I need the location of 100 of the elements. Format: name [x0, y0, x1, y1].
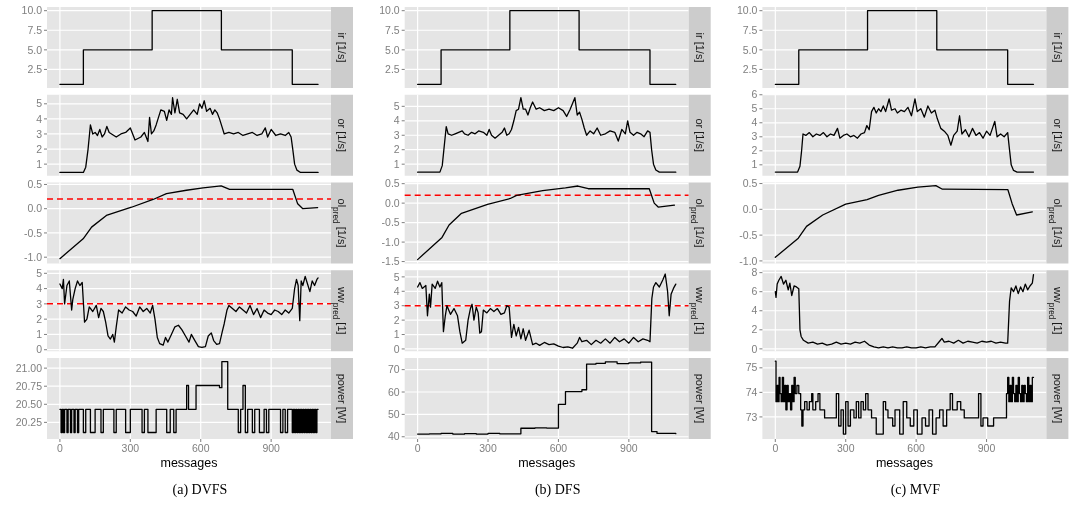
x-tick-label: 300	[479, 442, 497, 454]
y-tick-label: -1.5	[381, 255, 400, 268]
y-tick-label: 10.0	[736, 4, 758, 17]
y-tick-label: 5	[751, 102, 758, 115]
line-series	[774, 184, 1033, 258]
y-tick-label: -1.0	[381, 235, 400, 248]
y-tick-label: 0	[393, 342, 400, 355]
y-tick-label: 7.5	[385, 23, 400, 36]
y-tick-label: 3	[393, 128, 400, 141]
y-tick-label: 7.5	[742, 23, 758, 36]
y-axis-title: power [W]	[1051, 373, 1064, 424]
line-series	[416, 185, 676, 261]
y-tick-label: 2.5	[742, 63, 758, 76]
y-axis-title: ir [1/s]	[336, 32, 349, 63]
line-series	[59, 97, 319, 174]
y-tick-label: 21.00	[15, 361, 43, 374]
y-tick-label: 5	[36, 97, 43, 110]
y-tick-label: 5	[36, 266, 43, 279]
x-axis-title: messages	[518, 456, 576, 470]
line-series	[416, 96, 677, 173]
x-tick-label: 900	[977, 442, 996, 454]
y-tick-label: 20.75	[15, 379, 43, 392]
y-tick-label: 20.50	[15, 397, 43, 410]
y-tick-label: 0.0	[742, 203, 758, 215]
y-tick-label: -0.5	[23, 226, 43, 239]
y-tick-label: 70	[388, 363, 400, 376]
line-series	[774, 273, 1035, 349]
y-tick-label: 74	[745, 386, 758, 399]
y-tick-label: 5.0	[385, 43, 400, 56]
text: (b) DFS	[534, 482, 581, 498]
x-tick-label: 600	[549, 442, 568, 454]
y-tick-label: -1.0	[23, 250, 43, 263]
y-tick-label: 4	[393, 284, 400, 297]
y-tick-label: 10.0	[379, 4, 400, 17]
y-axis-title: power [W]	[693, 373, 706, 424]
x-axis-title: messages	[875, 456, 933, 470]
text: (a) DVFS	[172, 482, 228, 498]
line-series	[59, 185, 319, 260]
y-axis-title: or [1/s]	[693, 118, 706, 153]
line-series	[774, 98, 1035, 173]
line-series	[59, 275, 319, 349]
y-tick-label: 1	[393, 328, 400, 341]
y-tick-label: 1	[751, 158, 758, 171]
line-series	[416, 273, 677, 349]
y-tick-label: 5.0	[27, 43, 43, 56]
y-tick-label: 2.5	[385, 63, 400, 76]
y-tick-label: 0.0	[27, 202, 43, 215]
y-tick-label: 2	[393, 143, 400, 156]
y-tick-label: 3	[751, 130, 758, 143]
y-tick-label: 4	[751, 304, 758, 317]
y-tick-label: 0	[751, 342, 758, 355]
y-axis-title: ir [1/s]	[693, 32, 706, 63]
y-axis-title: power [W]	[336, 373, 349, 424]
text: (c) MVF	[890, 482, 941, 498]
y-tick-label: -0.5	[739, 228, 758, 241]
y-tick-label: 1	[36, 157, 43, 170]
y-tick-label: 75	[745, 361, 758, 374]
y-tick-label: 0	[36, 343, 43, 356]
y-axis-title: or [1/s]	[336, 118, 349, 153]
y-tick-label: 73	[745, 410, 758, 423]
y-tick-label: 5.0	[742, 43, 758, 56]
x-tick-label: 0	[56, 442, 63, 454]
y-tick-label: 5	[393, 100, 400, 112]
y-tick-label: 3	[36, 127, 43, 140]
y-tick-label: 0.5	[742, 177, 758, 190]
y-axis-title: or [1/s]	[1051, 118, 1064, 153]
y-tick-label: 60	[388, 385, 400, 398]
y-tick-label: 20.25	[15, 416, 43, 429]
y-tick-label: 1	[393, 157, 400, 170]
y-tick-label: 10.0	[21, 4, 43, 17]
x-tick-label: 900	[262, 442, 281, 454]
y-tick-label: 2.5	[27, 63, 43, 76]
x-axis-title: messages	[160, 456, 218, 470]
y-tick-label: 4	[393, 114, 400, 127]
y-tick-label: 6	[751, 285, 758, 298]
y-tick-label: -1.0	[739, 254, 758, 267]
y-tick-label: 4	[36, 282, 43, 295]
x-tick-label: 300	[836, 442, 855, 454]
y-tick-label: -0.5	[381, 216, 400, 229]
y-axis-title: ir [1/s]	[1051, 32, 1064, 63]
y-tick-label: 3	[393, 299, 400, 312]
x-tick-label: 600	[191, 442, 210, 454]
y-tick-label: 50	[388, 408, 400, 421]
x-tick-label: 0	[772, 442, 779, 454]
y-tick-label: 2	[751, 144, 758, 157]
x-tick-label: 900	[620, 442, 638, 454]
y-tick-label: 4	[36, 112, 43, 125]
y-tick-label: 40	[388, 430, 400, 443]
y-tick-label: 0.0	[385, 196, 400, 209]
x-tick-label: 300	[121, 442, 140, 454]
y-tick-label: 3	[36, 297, 43, 310]
y-tick-label: 2	[36, 312, 43, 325]
y-tick-label: 5	[393, 270, 400, 283]
y-tick-label: 2	[36, 142, 43, 155]
x-tick-label: 0	[414, 442, 421, 454]
y-tick-label: 2	[393, 313, 400, 326]
x-tick-label: 600	[907, 442, 926, 454]
y-tick-label: 4	[751, 116, 758, 129]
y-tick-label: 0.5	[27, 178, 43, 191]
y-tick-label: 7.5	[27, 23, 43, 36]
